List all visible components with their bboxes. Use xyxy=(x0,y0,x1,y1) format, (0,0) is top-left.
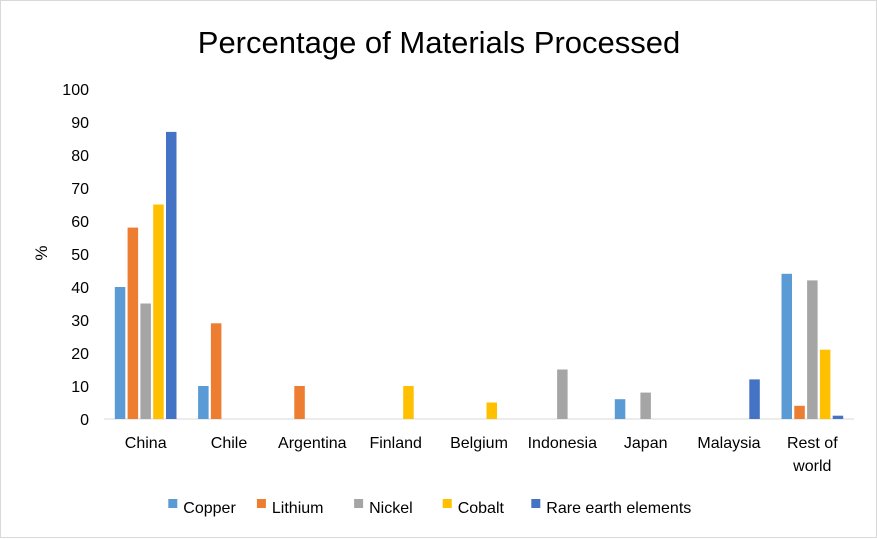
bar xyxy=(114,287,126,419)
y-tick-label: 50 xyxy=(71,247,89,264)
bar xyxy=(614,399,626,419)
bar xyxy=(140,303,151,419)
bar xyxy=(781,273,792,419)
x-category-label: Indonesia xyxy=(528,435,597,452)
y-tick-label: 0 xyxy=(80,412,89,429)
y-tick-label: 10 xyxy=(71,379,89,396)
bar xyxy=(166,131,177,419)
bar xyxy=(127,227,139,419)
x-category-label: world xyxy=(792,458,831,475)
legend-label: Lithium xyxy=(272,500,324,517)
bar xyxy=(749,379,760,419)
legend-swatch xyxy=(256,499,266,508)
bars xyxy=(114,131,844,419)
legend-label: Nickel xyxy=(369,500,413,517)
legend-label: Rare earth elements xyxy=(546,500,691,517)
y-tick-label: 40 xyxy=(71,280,89,297)
bar xyxy=(832,415,844,419)
bar xyxy=(403,386,414,419)
bar xyxy=(294,386,305,419)
legend-label: Cobalt xyxy=(458,500,505,517)
bar xyxy=(153,204,164,419)
legend-swatch xyxy=(442,499,452,508)
x-category-label: Finland xyxy=(369,435,421,452)
x-category-label: Argentina xyxy=(278,435,347,452)
legend-swatch xyxy=(168,499,178,508)
bar xyxy=(807,280,818,419)
x-category-label: Chile xyxy=(211,435,248,452)
x-category-label: Japan xyxy=(624,435,668,452)
bar xyxy=(210,323,222,419)
x-category-label: Belgium xyxy=(450,435,508,452)
legend-label: Copper xyxy=(183,500,236,517)
x-category-label: Malaysia xyxy=(697,435,760,452)
bar xyxy=(794,405,805,419)
x-axis-categories: China Chile Argentina Finland Belgium Indones… xyxy=(125,435,838,475)
bar xyxy=(198,386,209,419)
y-axis-label: % xyxy=(32,245,51,260)
bar xyxy=(819,349,831,419)
x-category-label: Rest of xyxy=(787,435,838,452)
y-tick-label: 60 xyxy=(71,214,89,231)
y-tick-label: 70 xyxy=(71,181,89,198)
legend-swatch xyxy=(531,499,541,508)
y-tick-label: 20 xyxy=(71,346,89,363)
chart-title: Percentage of Materials Processed xyxy=(198,25,680,60)
y-tick-label: 100 xyxy=(62,82,89,99)
y-tick-label: 90 xyxy=(71,115,89,132)
bar xyxy=(486,402,497,419)
y-tick-label: 30 xyxy=(71,313,89,330)
bar xyxy=(640,392,651,419)
y-axis-ticks: 0 10 20 30 40 50 60 70 80 90 100 xyxy=(62,82,89,429)
x-category-label: China xyxy=(125,435,167,452)
legend: Copper Lithium Nickel Cobalt Rare earth elem… xyxy=(168,499,691,517)
legend-swatch xyxy=(354,499,364,508)
y-tick-label: 80 xyxy=(71,148,89,165)
bar xyxy=(557,369,568,419)
